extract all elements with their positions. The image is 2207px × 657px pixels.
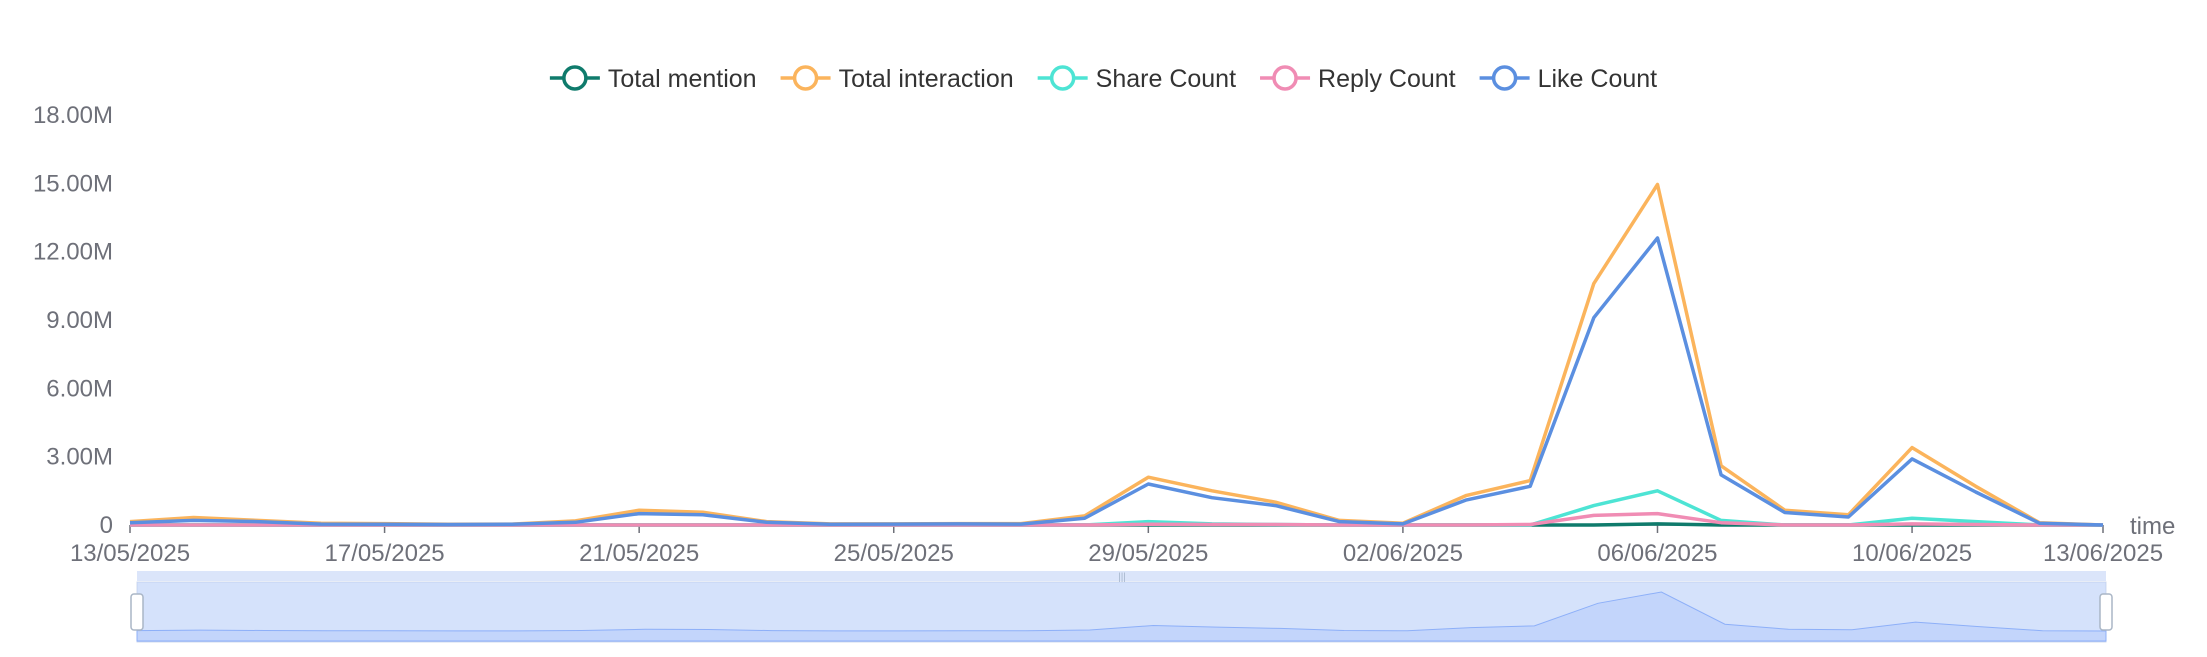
legend-item[interactable]: Total mention: [549, 65, 757, 93]
zoom-handle-left[interactable]: [130, 593, 144, 631]
y-tick-label: 12.00M: [33, 239, 113, 266]
legend-label: Total interaction: [839, 65, 1014, 93]
legend-item[interactable]: Share Count: [1037, 65, 1236, 93]
legend-circle-icon: [562, 65, 588, 91]
x-tick-label: 13/06/2025: [2043, 540, 2163, 567]
legend: Total mention Total interaction Share Coun…: [549, 65, 1658, 93]
x-tick-label: 13/05/2025: [70, 540, 190, 567]
x-tick-label: 06/06/2025: [1597, 540, 1717, 567]
legend-circle-icon: [1049, 65, 1076, 91]
zoom-preview-area: [136, 591, 2107, 642]
legend-circle-icon: [1272, 65, 1298, 91]
x-tick-label: 25/05/2025: [834, 540, 954, 567]
series-line[interactable]: [129, 182, 2104, 527]
zoom-handle-right[interactable]: [2099, 593, 2113, 631]
x-tick-label: 10/06/2025: [1852, 540, 1972, 567]
legend-item[interactable]: Reply Count: [1260, 65, 1456, 93]
legend-label: Like Count: [1538, 65, 1658, 93]
x-axis: time 13/05/2025 17/05/2025 21/05/2025 25/05…: [70, 513, 2175, 567]
y-tick-label: 18.00M: [33, 102, 113, 129]
y-tick-label: 15.00M: [33, 170, 113, 197]
legend-label: Share Count: [1096, 65, 1236, 93]
legend-label: Reply Count: [1318, 65, 1456, 93]
x-tick-label: 21/05/2025: [579, 540, 699, 567]
y-tick-label: 6.00M: [46, 375, 113, 402]
x-tick-label: 17/05/2025: [325, 540, 445, 567]
legend-item[interactable]: Total interaction: [780, 65, 1014, 93]
y-tick-label: 9.00M: [46, 307, 113, 334]
legend-circle-icon: [792, 65, 819, 91]
zoom-top-bar[interactable]: [137, 571, 2106, 581]
data-zoom-slider[interactable]: |||: [130, 571, 2113, 643]
y-tick-label: 0: [100, 512, 113, 539]
zoom-selected-range[interactable]: [137, 582, 2106, 642]
legend-circle-icon: [1491, 65, 1518, 91]
series-lines: [129, 182, 2104, 527]
x-axis-label: time: [2130, 513, 2175, 540]
x-tick-label: 02/06/2025: [1343, 540, 1463, 567]
x-tick-label: 29/05/2025: [1088, 540, 1208, 567]
y-axis: 0 3.00M 6.00M 9.00M 12.00M 15.00M 18.00M: [33, 102, 113, 539]
series-line[interactable]: [129, 236, 2104, 527]
y-tick-label: 3.00M: [46, 444, 113, 471]
zoom-grip-icon[interactable]: |||: [1118, 572, 1126, 583]
legend-item[interactable]: Like Count: [1479, 65, 1658, 93]
legend-label: Total mention: [608, 65, 757, 93]
